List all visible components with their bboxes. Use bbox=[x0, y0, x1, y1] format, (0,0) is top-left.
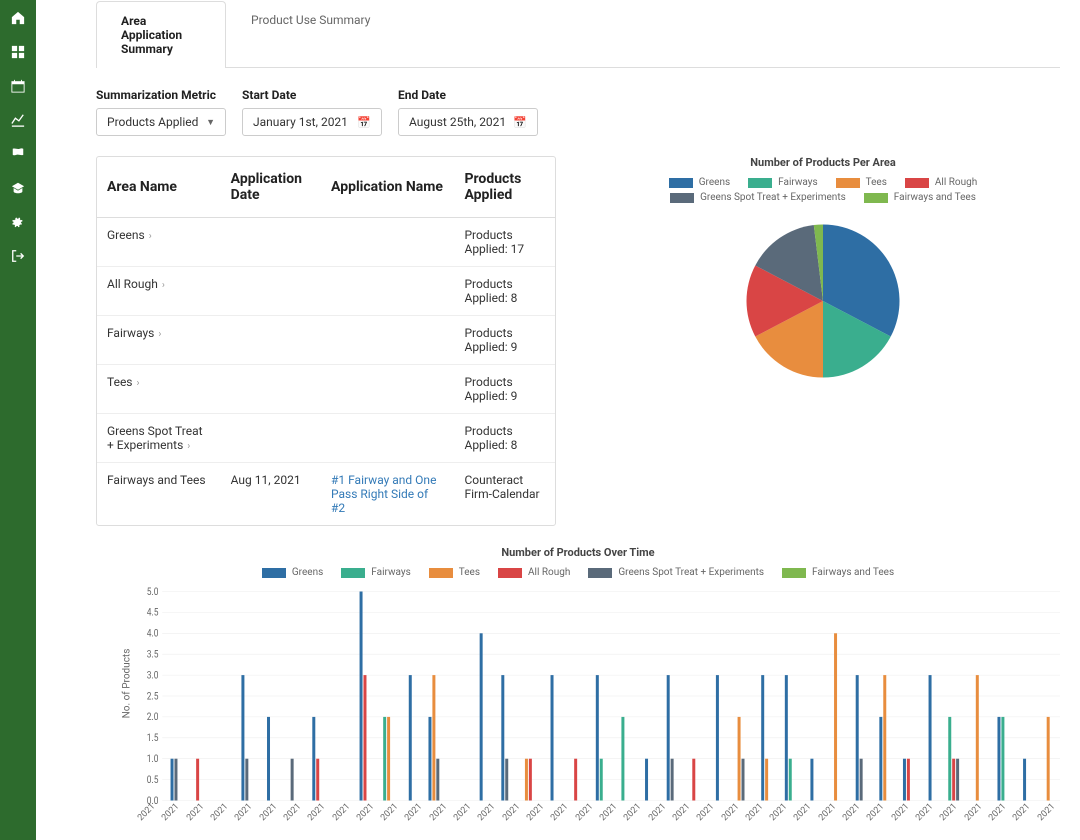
pie-chart bbox=[733, 211, 913, 391]
table-row[interactable]: Greens Spot Treat + Experiments›Products… bbox=[97, 414, 555, 463]
legend-item[interactable]: All Rough bbox=[498, 567, 570, 578]
end-date-input[interactable]: August 25th, 2021 📅 bbox=[398, 108, 538, 136]
metric-label: Summarization Metric bbox=[96, 88, 226, 102]
svg-text:0.5: 0.5 bbox=[147, 774, 159, 786]
start-date-value: January 1st, 2021 bbox=[253, 115, 348, 129]
svg-text:2.5: 2.5 bbox=[147, 691, 159, 703]
tab-area-summary[interactable]: Area Application Summary bbox=[96, 1, 226, 68]
metric-select[interactable]: Products Applied ▼ bbox=[96, 108, 226, 136]
legend-item[interactable]: Fairways bbox=[341, 567, 410, 578]
legend-item[interactable]: All Rough bbox=[905, 177, 977, 188]
table-row[interactable]: Tees›Products Applied: 9 bbox=[97, 365, 555, 414]
svg-text:4.0: 4.0 bbox=[147, 628, 159, 640]
legend-item[interactable]: Tees bbox=[429, 567, 480, 578]
metric-value: Products Applied bbox=[107, 115, 198, 129]
graduation-icon[interactable] bbox=[8, 178, 28, 198]
svg-text:1.5: 1.5 bbox=[147, 732, 159, 744]
pie-legend: Greens Fairways Tees All Rough Greens Spot T… bbox=[586, 177, 1060, 203]
svg-text:1.0: 1.0 bbox=[147, 753, 159, 765]
table-header: Application Date bbox=[221, 157, 321, 218]
chevron-down-icon: ▼ bbox=[206, 117, 215, 128]
table-header: Area Name bbox=[97, 157, 221, 218]
svg-text:3.0: 3.0 bbox=[147, 670, 159, 682]
bar-chart: 0.00.51.01.52.02.53.03.54.04.55.0 bbox=[136, 586, 1060, 806]
sidebar bbox=[0, 0, 36, 840]
table-header: Products Applied bbox=[454, 157, 555, 218]
filter-bar: Summarization Metric Products Applied ▼ … bbox=[96, 88, 1060, 136]
home-icon[interactable] bbox=[8, 8, 28, 28]
tab-product-summary[interactable]: Product Use Summary bbox=[226, 0, 395, 67]
bar-legend: Greens Fairways Tees All Rough Greens Spot T… bbox=[96, 567, 1060, 578]
legend-item[interactable]: Tees bbox=[836, 177, 887, 188]
bar-chart-title: Number of Products Over Time bbox=[96, 546, 1060, 559]
legend-item[interactable]: Greens bbox=[262, 567, 323, 578]
svg-text:5.0: 5.0 bbox=[147, 586, 159, 598]
svg-text:2.0: 2.0 bbox=[147, 712, 159, 724]
start-date-input[interactable]: January 1st, 2021 📅 bbox=[242, 108, 382, 136]
tab-bar: Area Application Summary Product Use Sum… bbox=[96, 0, 1060, 68]
svg-text:4.5: 4.5 bbox=[147, 607, 159, 619]
pie-chart-title: Number of Products Per Area bbox=[586, 156, 1060, 169]
start-date-label: Start Date bbox=[242, 88, 382, 102]
main-content: Area Application Summary Product Use Sum… bbox=[36, 0, 1080, 840]
area-table: Area NameApplication DateApplication Nam… bbox=[96, 156, 556, 526]
table-row[interactable]: All Rough›Products Applied: 8 bbox=[97, 267, 555, 316]
legend-item[interactable]: Fairways and Tees bbox=[864, 192, 976, 203]
grid-icon[interactable] bbox=[8, 42, 28, 62]
legend-item[interactable]: Greens bbox=[669, 177, 730, 188]
legend-item[interactable]: Greens Spot Treat + Experiments bbox=[588, 567, 764, 578]
table-row[interactable]: Fairways›Products Applied: 9 bbox=[97, 316, 555, 365]
legend-item[interactable]: Greens Spot Treat + Experiments bbox=[670, 192, 846, 203]
calendar-icon: 📅 bbox=[357, 116, 371, 129]
legend-item[interactable]: Fairways and Tees bbox=[782, 567, 894, 578]
table-header: Application Name bbox=[321, 157, 454, 218]
bar-y-axis-label: No. of Products bbox=[121, 649, 132, 719]
calendar-icon[interactable] bbox=[8, 76, 28, 96]
logout-icon[interactable] bbox=[8, 246, 28, 266]
legend-item[interactable]: Fairways bbox=[748, 177, 817, 188]
calendar-icon: 📅 bbox=[513, 116, 527, 129]
flag-icon[interactable] bbox=[8, 144, 28, 164]
gear-icon[interactable] bbox=[8, 212, 28, 232]
chart-icon[interactable] bbox=[8, 110, 28, 130]
svg-text:3.5: 3.5 bbox=[147, 649, 159, 661]
end-date-label: End Date bbox=[398, 88, 538, 102]
table-row[interactable]: Greens›Products Applied: 17 bbox=[97, 218, 555, 267]
end-date-value: August 25th, 2021 bbox=[409, 115, 506, 129]
table-row[interactable]: Fairways and TeesAug 11, 2021#1 Fairway … bbox=[97, 463, 555, 526]
